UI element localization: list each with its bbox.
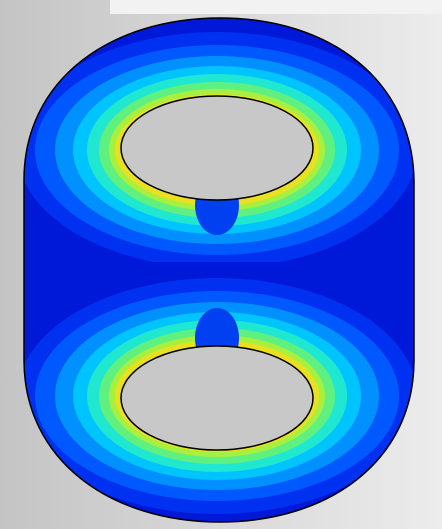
field-plot	[0, 0, 442, 529]
upper-lobe	[17, 32, 417, 268]
page	[0, 0, 442, 529]
toolbar-strip	[110, 0, 442, 14]
lower-hole	[121, 346, 313, 450]
upper-hole	[121, 96, 313, 200]
